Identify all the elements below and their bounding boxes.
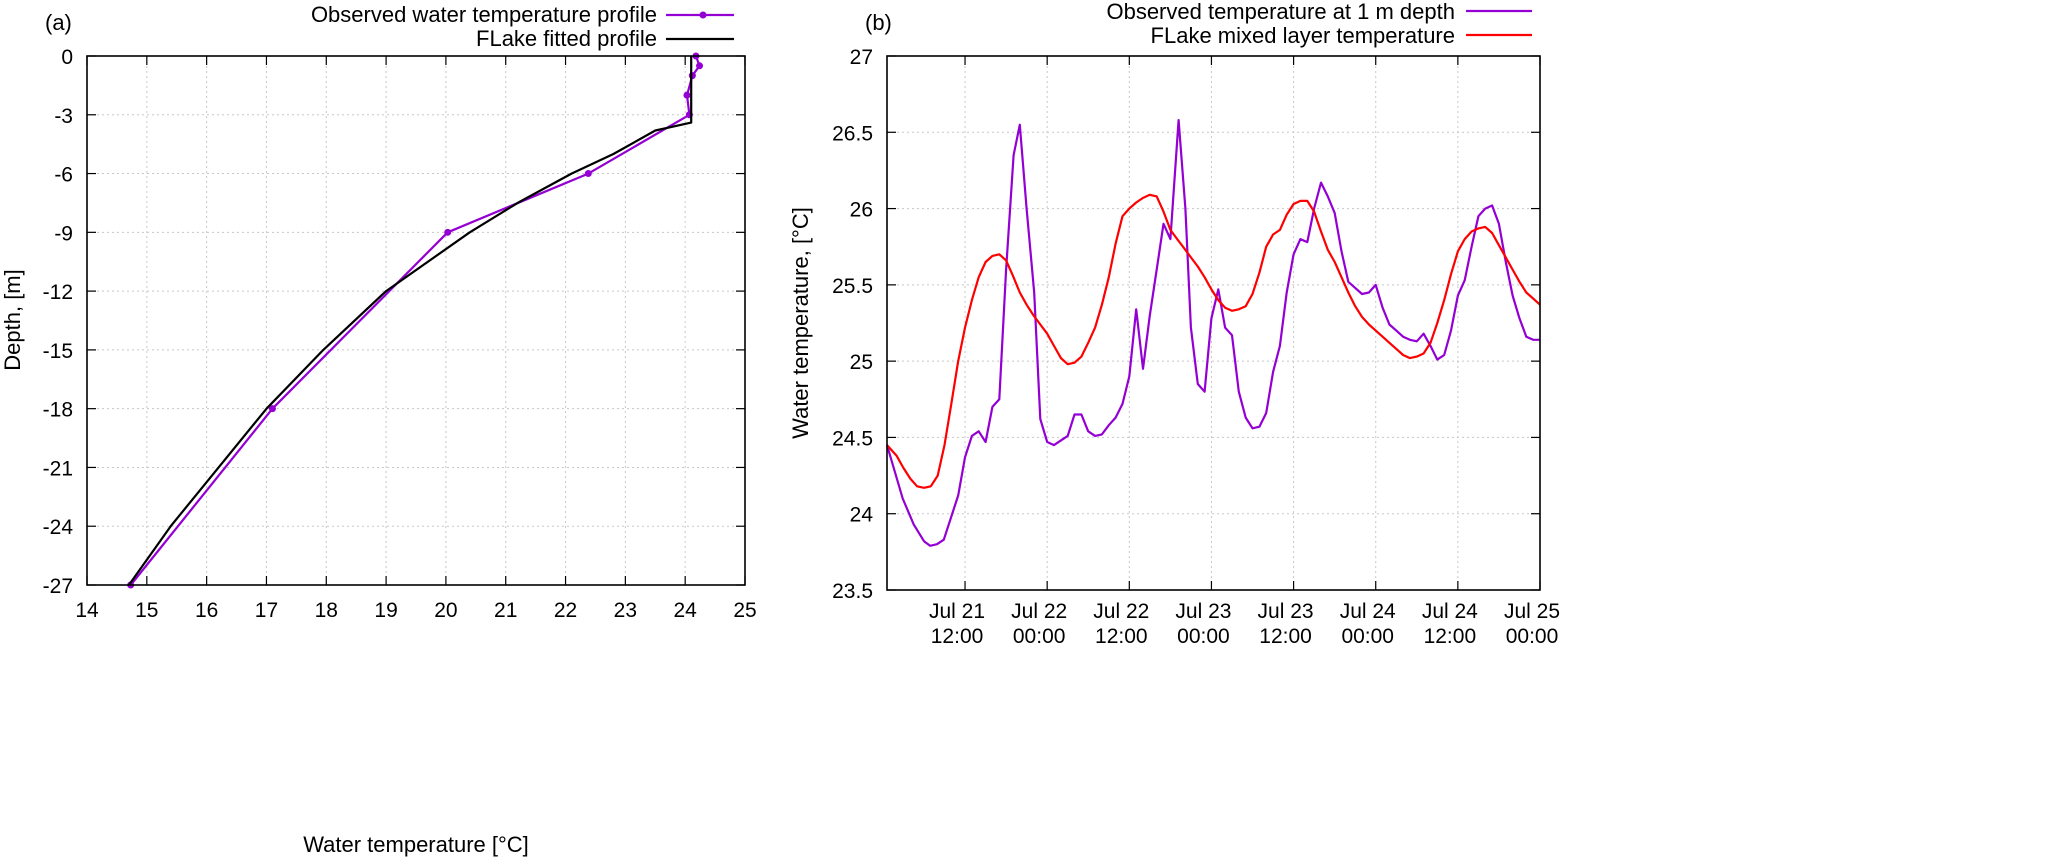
panel-a-plot-frame <box>86 55 746 586</box>
panel-a-x-tick-label: 17 <box>255 599 278 622</box>
panel-b-y-tick-label: 24.5 <box>832 427 873 450</box>
panel-b-y-tick-label: 25.5 <box>832 275 873 298</box>
panel-a-x-axis-label: Water temperature [°C] <box>303 832 529 857</box>
panel-a-y-tick-label: -12 <box>43 281 73 304</box>
panel-a-y-tick-label: -9 <box>54 222 73 245</box>
panel-a-series-line-1 <box>128 56 693 586</box>
panel-a-x-tick-label: 14 <box>75 599 99 622</box>
panel-a-x-tick-label: 18 <box>315 599 338 622</box>
panel-b-legend: Observed temperature at 1 m depth FLake … <box>1106 0 1532 48</box>
panel-a-y-tick-label: -6 <box>54 164 73 187</box>
panel-b-y-axis-label: Water temperature, [°C] <box>788 207 813 439</box>
legend-label-flake-mixed-layer: FLake mixed layer temperature <box>1151 23 1455 48</box>
panel-a-y-tick-label: -3 <box>54 105 73 128</box>
panel-a-y-tick-label: -15 <box>43 340 73 363</box>
panel-b-y-tick-label: 25 <box>850 351 873 374</box>
legend-label-observed-1m: Observed temperature at 1 m depth <box>1106 0 1455 24</box>
panel-a-x-tick-label: 21 <box>494 599 517 622</box>
panel-a-x-tick-label: 20 <box>434 599 457 622</box>
panel-b-x-tick-label-day: Jul 21 <box>929 600 985 623</box>
panel-b-x-tick-label-day: Jul 24 <box>1340 600 1396 623</box>
panel-b-series-line-0 <box>885 118 1540 547</box>
panel-b-y-tick-label: 27 <box>850 46 873 69</box>
panel-a-x-tick-label: 19 <box>374 599 397 622</box>
panel-a-x-tick-label: 15 <box>135 599 158 622</box>
panel-a-data-point <box>696 62 704 70</box>
panel-b-x-tick-label-time: 00:00 <box>1341 625 1394 648</box>
legend-marker-observed-profile <box>699 11 707 19</box>
panel-a-x-tick-label: 22 <box>554 599 577 622</box>
panel-b-x-tick-label-time: 12:00 <box>1424 625 1477 648</box>
panel-a-data-point <box>688 72 696 80</box>
legend-label-flake-profile: FLake fitted profile <box>476 26 657 51</box>
panel-a-x-tick-label: 24 <box>674 599 698 622</box>
panel-b-x-tick-label-day: Jul 24 <box>1422 600 1478 623</box>
panel-b-x-tick-label-time: 12:00 <box>931 625 984 648</box>
panel-a-x-tick-label: 25 <box>733 599 756 622</box>
panel-a-series-line-0 <box>129 55 701 586</box>
panel-b-x-tick-label-day: Jul 25 <box>1504 600 1560 623</box>
panel-b-x-tick-label-day: Jul 23 <box>1175 600 1231 623</box>
panel-a-y-tick-label: 0 <box>61 46 73 69</box>
panel-a-depth-profile: (a) 14 15 16 17 18 19 20 21 22 23 24 25 0 -3 -6 -9 -12 -1… <box>0 2 757 857</box>
panel-a-y-tick-label: -24 <box>43 516 74 539</box>
panel-b-x-tick-label-time: 12:00 <box>1259 625 1312 648</box>
panel-a-data-point <box>268 405 276 413</box>
panel-a-y-tick-label: -18 <box>43 399 73 422</box>
legend-label-observed-profile: Observed water temperature profile <box>311 2 657 27</box>
panel-a-y-axis-label: Depth, [m] <box>0 269 25 370</box>
panel-a-legend: Observed water temperature profile FLake… <box>311 2 734 51</box>
panel-a-data-point <box>683 91 691 99</box>
panel-b-plot-frame <box>886 55 1541 591</box>
panel-b-y-tick-label: 26.5 <box>832 122 873 145</box>
panel-b-y-tick-label: 26 <box>850 199 873 222</box>
panel-b-label: (b) <box>865 10 892 35</box>
panel-a-y-tick-label: -27 <box>43 575 73 598</box>
panel-b-x-tick-label-time: 00:00 <box>1506 625 1559 648</box>
panel-b-x-tick-label-time: 00:00 <box>1013 625 1066 648</box>
panel-b-x-tick-label-time: 12:00 <box>1095 625 1148 648</box>
panel-b-y-tick-label: 23.5 <box>832 580 873 603</box>
panel-b-x-tick-label-day: Jul 22 <box>1011 600 1067 623</box>
panel-b-y-tick-label: 24 <box>850 504 874 527</box>
panel-b-x-tick-label-day: Jul 22 <box>1093 600 1149 623</box>
panel-a-x-tick-label: 23 <box>614 599 637 622</box>
panel-a-label: (a) <box>45 10 72 35</box>
panel-a-x-tick-label: 16 <box>195 599 218 622</box>
panel-a-data-point <box>584 170 592 178</box>
panel-b-series-line-1 <box>886 193 1541 489</box>
panel-b-x-tick-label-time: 00:00 <box>1177 625 1230 648</box>
panel-b-x-tick-label-day: Jul 23 <box>1258 600 1314 623</box>
panel-a-y-tick-label: -21 <box>43 457 73 480</box>
panel-a-data-point <box>444 228 452 236</box>
